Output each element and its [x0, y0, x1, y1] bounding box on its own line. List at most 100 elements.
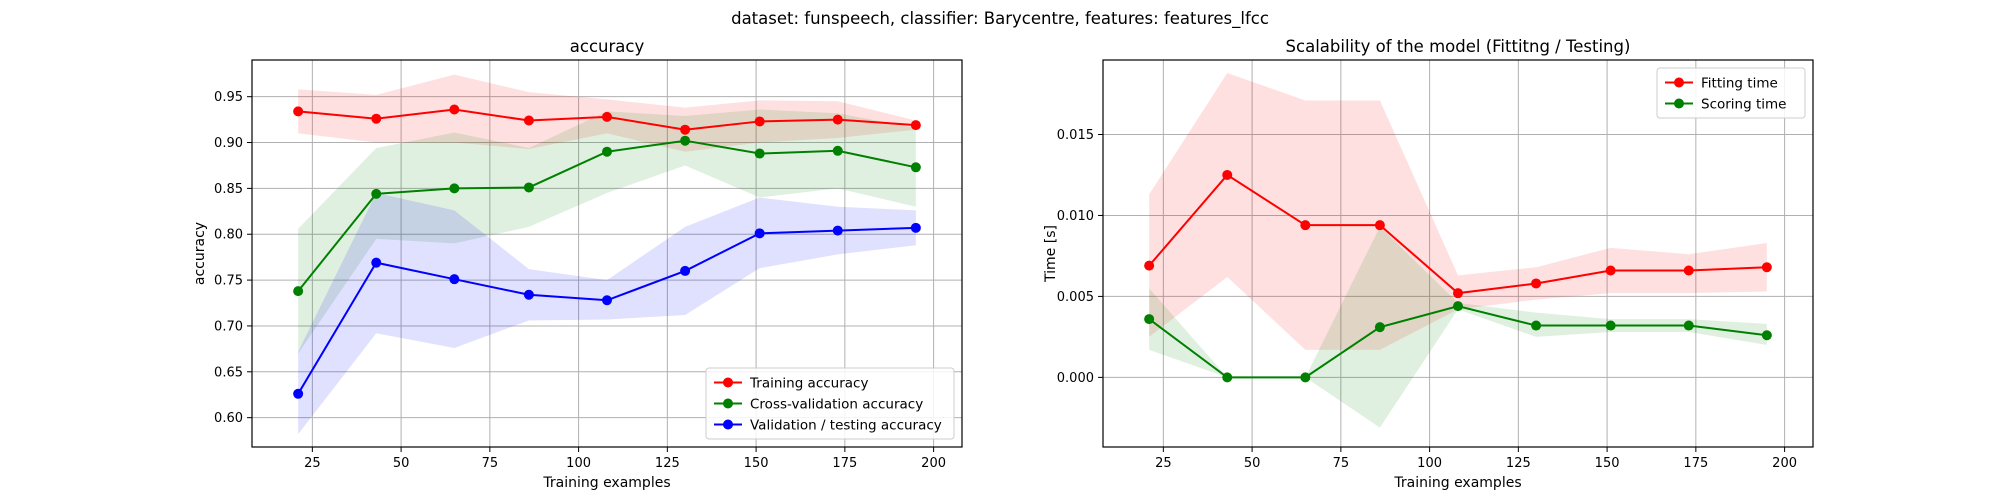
chart-1-legend-label: Fitting time	[1701, 76, 1778, 92]
chart-0-title: accuracy	[570, 37, 645, 56]
chart-1-legend-box	[1656, 67, 1806, 119]
chart-0-series-2-point	[523, 289, 534, 300]
chart-1-series-0-point	[1144, 260, 1155, 271]
chart-0-series-1-point	[910, 162, 921, 173]
chart-1-x-tick-label: 25	[1155, 456, 1172, 471]
chart-0-series-0-point	[293, 106, 304, 117]
chart-0-y-tick-label: 0.60	[214, 411, 243, 426]
chart-0-series-0-point	[449, 104, 460, 115]
chart-0-y-tick-label: 0.85	[214, 182, 243, 197]
chart-0-legend-box	[705, 367, 955, 440]
chart-1-series-0-point	[1605, 265, 1616, 276]
chart-1-axes-frame	[1102, 59, 1814, 448]
chart-0-series-2-point	[449, 274, 460, 285]
chart-0-series-1-point	[680, 135, 691, 146]
chart-0-series-2-point	[754, 228, 765, 239]
chart-1-series-0-point	[1761, 262, 1772, 273]
chart-0-legend-label: Cross-validation accuracy	[750, 397, 923, 413]
chart-1-y-tick-label: 0.015	[1057, 128, 1094, 143]
accuracy-panel: 25 50 75 100 125 150 175 200 0.60 0.65 0.70 0.75 0.8…	[192, 37, 963, 491]
chart-0-series-1-point	[832, 145, 843, 156]
chart-1-legend-swatch-marker	[1674, 98, 1684, 109]
chart-1-x-tick-label: 125	[1506, 456, 1531, 471]
chart-0-series-1-band	[298, 109, 916, 354]
chart-1-x-tick-label: 100	[1417, 456, 1442, 471]
chart-0-series-0-point	[910, 120, 921, 131]
chart-0-x-tick-label: 100	[566, 456, 591, 471]
chart-1-y-tick-label: 0.000	[1057, 371, 1094, 386]
chart-1-series-1-point	[1683, 320, 1694, 331]
chart-0-series-1-point	[754, 148, 765, 159]
chart-0-y-tick-label: 0.95	[214, 90, 243, 105]
chart-0-series-0-point	[523, 115, 534, 126]
chart-0-x-tick-label: 50	[393, 456, 410, 471]
chart-0-y-tick-label: 0.80	[214, 228, 243, 243]
chart-0-x-tick-label: 125	[655, 456, 680, 471]
chart-1-x-tick-label: 150	[1595, 456, 1620, 471]
chart-0-series-0-point	[371, 113, 382, 124]
chart-0-series-2-point	[293, 388, 304, 399]
chart-0-series-0-point	[602, 111, 612, 122]
chart-0-legend-label: Validation / testing accuracy	[750, 418, 942, 434]
chart-0-x-tick-label: 150	[744, 456, 769, 471]
chart-1-series-0-point	[1453, 288, 1463, 299]
chart-0-series-2-point	[910, 222, 921, 233]
scalability-panel: 25 50 75 100 125 150 175 200 0.000 0.005 0.010 0.01…	[1043, 37, 1814, 491]
chart-0-y-tick-label: 0.90	[214, 136, 243, 151]
chart-1-x-tick-label: 200	[1772, 456, 1797, 471]
chart-1-legend: Fitting time Scoring time	[1656, 67, 1806, 119]
chart-1-series-0-point	[1683, 265, 1694, 276]
chart-1-title: Scalability of the model (Fittitng / Tes…	[1286, 37, 1631, 56]
chart-0-series-2-point	[832, 225, 843, 236]
chart-1-y-tick-label: 0.005	[1057, 290, 1094, 305]
chart-1-x-tick-label: 75	[1333, 456, 1350, 471]
chart-0-x-tick-label: 200	[921, 456, 946, 471]
chart-1-series-1-point	[1222, 372, 1233, 383]
chart-0-y-tick-label: 0.75	[214, 274, 243, 289]
chart-0-series-0-point	[832, 114, 843, 125]
chart-1-x-tick-label: 175	[1683, 456, 1708, 471]
chart-0-series-1-point	[293, 286, 304, 297]
chart-1-series-0-point	[1222, 169, 1233, 180]
chart-1-series-1-band	[1149, 226, 1767, 428]
chart-1-series-0-band	[1149, 72, 1767, 350]
chart-1-legend-label: Scoring time	[1701, 97, 1786, 113]
chart-1-series-0-point	[1531, 278, 1542, 289]
chart-0-x-tick-label: 25	[304, 456, 321, 471]
chart-0-series-2-point	[680, 265, 691, 276]
chart-0-legend-swatch-marker	[723, 398, 733, 409]
chart-1-ylabel: Time [s]	[1043, 225, 1059, 283]
chart-1-x-tick-label: 50	[1244, 456, 1261, 471]
chart-1-series-1-point	[1300, 372, 1311, 383]
chart-0-legend-swatch-marker	[723, 419, 733, 430]
chart-0-series-2-point	[371, 257, 382, 268]
chart-0-series-0-point	[680, 124, 691, 135]
chart-1-series-1-point	[1374, 322, 1385, 333]
chart-1-y-tick-label: 0.010	[1057, 209, 1094, 224]
chart-0-series-1-point	[371, 188, 382, 199]
chart-0-series-2-point	[602, 295, 612, 306]
figure-suptitle: dataset: funspeech, classifier: Barycent…	[731, 9, 1269, 29]
chart-1-series-1-point	[1605, 320, 1616, 331]
chart-1-legend-swatch-marker	[1674, 77, 1684, 88]
chart-0-x-tick-label: 175	[832, 456, 857, 471]
chart-0-series-1-point	[523, 182, 534, 193]
chart-0-y-tick-label: 0.65	[214, 365, 243, 380]
chart-0-x-tick-label: 75	[482, 456, 499, 471]
chart-1-series-1-point	[1761, 330, 1772, 341]
chart-0-series-0-point	[754, 116, 765, 127]
chart-0-axes-frame	[251, 59, 963, 448]
chart-1-xlabel: Training examples	[1393, 475, 1521, 491]
chart-0-ylabel: accuracy	[192, 222, 208, 285]
chart-1-series-1-point	[1453, 301, 1463, 312]
chart-1-series-1-point	[1144, 314, 1155, 325]
chart-1-series-0-point	[1300, 220, 1311, 231]
chart-0-series-1-point	[449, 183, 460, 194]
chart-0-legend-label: Training accuracy	[749, 376, 868, 392]
chart-0-series-2-band	[298, 192, 916, 435]
chart-0-y-tick-label: 0.70	[214, 319, 243, 334]
chart-1-series-0-point	[1374, 220, 1385, 231]
chart-0-series-1-point	[602, 146, 612, 157]
chart-0-legend: Training accuracy Cross-validation accura…	[705, 367, 955, 440]
